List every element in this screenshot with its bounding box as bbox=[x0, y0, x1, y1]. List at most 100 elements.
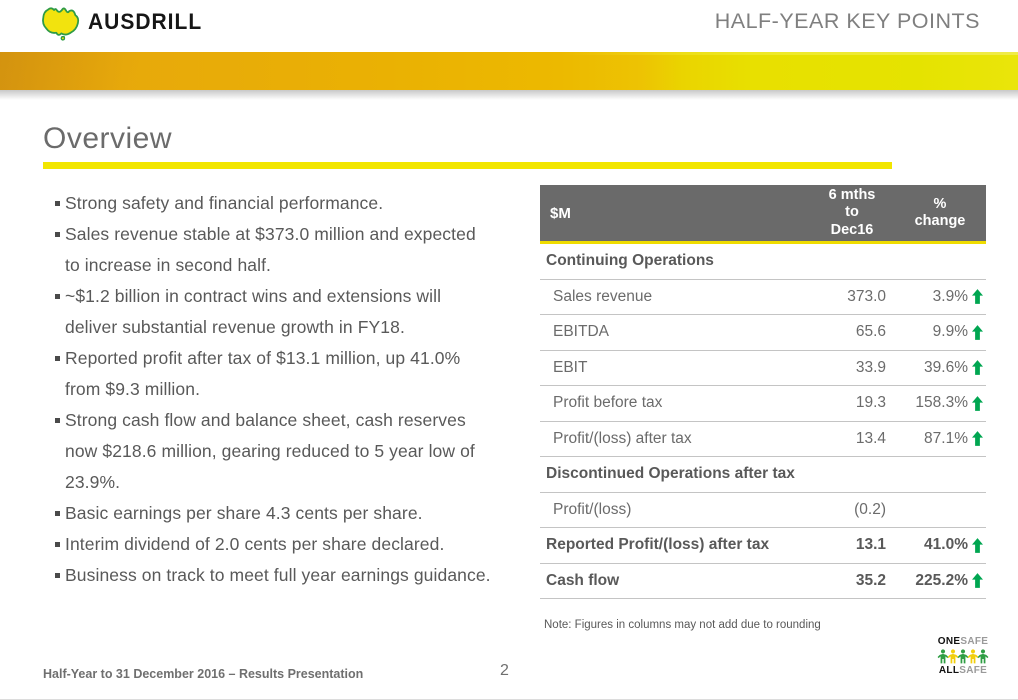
bullet-item: Strong cash flow and balance sheet, cash… bbox=[43, 405, 495, 498]
financial-table: $M 6 mths to Dec16 % change Continuing O… bbox=[540, 185, 986, 631]
bullet-item: Strong safety and financial performance. bbox=[43, 188, 495, 219]
table-row: Reported Profit/(loss) after tax 13.1 41… bbox=[540, 528, 986, 564]
row-change-cell: 9.9% bbox=[894, 323, 986, 341]
allsafe-text: ALLSAFE bbox=[938, 665, 988, 676]
row-change-cell: 158.3% bbox=[894, 394, 986, 412]
bullet-text: Sales revenue stable at $373.0 million a… bbox=[65, 224, 476, 275]
table-row: EBITDA 65.6 9.9% bbox=[540, 315, 986, 351]
person-icon bbox=[957, 649, 969, 664]
row-value: 19.3 bbox=[855, 394, 886, 412]
row-label: EBIT bbox=[553, 358, 588, 376]
footer-presentation-title: Half-Year to 31 December 2016 – Results … bbox=[43, 667, 364, 681]
bullet-text: ~$1.2 billion in contract wins and exten… bbox=[65, 286, 442, 337]
bullet-item: Reported profit after tax of $13.1 milli… bbox=[43, 343, 495, 405]
row-change: 9.9% bbox=[932, 323, 968, 341]
page-title: Overview bbox=[43, 122, 173, 155]
table-row: EBIT 33.9 39.6% bbox=[540, 351, 986, 386]
row-value: 13.4 bbox=[855, 429, 886, 447]
row-value: 13.1 bbox=[855, 536, 886, 554]
row-label: Profit before tax bbox=[553, 394, 663, 412]
row-change-cell: 3.9% bbox=[894, 288, 986, 306]
up-arrow-icon bbox=[972, 360, 983, 376]
onesafe-text: ONESAFE bbox=[937, 636, 989, 647]
row-change: 225.2% bbox=[915, 571, 968, 589]
bullet-square-icon bbox=[43, 188, 65, 219]
bullet-square-icon bbox=[43, 281, 65, 343]
row-label: EBITDA bbox=[553, 323, 609, 341]
bullet-item: Interim dividend of 2.0 cents per share … bbox=[43, 529, 495, 560]
row-change-cell: 41.0% bbox=[894, 536, 986, 554]
bullet-text: Interim dividend of 2.0 cents per share … bbox=[65, 534, 445, 554]
bullet-square-icon bbox=[43, 405, 65, 498]
row-change-cell: 87.1% bbox=[894, 430, 986, 448]
table-row: Sales revenue 373.0 3.9% bbox=[540, 280, 986, 315]
row-label: Sales revenue bbox=[553, 287, 653, 305]
page-number: 2 bbox=[500, 662, 509, 679]
person-icon bbox=[947, 649, 959, 664]
table-row: Profit before tax 19.3 158.3% bbox=[540, 386, 986, 422]
row-change-cell: 225.2% bbox=[894, 572, 986, 590]
table-header-row: $M 6 mths to Dec16 % change bbox=[540, 185, 986, 244]
bullet-square-icon bbox=[43, 560, 65, 591]
row-change: 158.3% bbox=[915, 394, 968, 412]
table-body: Continuing Operations Sales revenue 373.… bbox=[540, 244, 986, 599]
table-header-units: $M bbox=[550, 204, 571, 222]
table-row: Profit/(loss) after tax 13.4 87.1% bbox=[540, 422, 986, 457]
brand-wordmark: AUSDRILL bbox=[88, 10, 203, 35]
table-header-change: % change bbox=[914, 195, 966, 229]
bullet-text: Business on track to meet full year earn… bbox=[65, 565, 491, 585]
bullet-text: Strong cash flow and balance sheet, cash… bbox=[65, 410, 475, 492]
row-value: 35.2 bbox=[855, 571, 886, 589]
up-arrow-icon bbox=[972, 573, 983, 589]
up-arrow-icon bbox=[972, 431, 983, 447]
row-label: Profit/(loss) after tax bbox=[553, 429, 692, 447]
row-value: 373.0 bbox=[847, 287, 886, 305]
bullet-square-icon bbox=[43, 219, 65, 281]
person-icon bbox=[977, 649, 989, 664]
row-change: 87.1% bbox=[924, 429, 968, 447]
row-label: Profit/(loss) bbox=[553, 500, 632, 518]
row-value: 33.9 bbox=[855, 358, 886, 376]
bullet-text: Strong safety and financial performance. bbox=[65, 193, 384, 213]
table-section-row: Discontinued Operations after tax bbox=[540, 457, 986, 493]
person-icon bbox=[967, 649, 979, 664]
table-header-period: 6 mths to Dec16 bbox=[828, 186, 876, 238]
row-value: (0.2) bbox=[854, 500, 886, 518]
row-change: 3.9% bbox=[932, 287, 968, 305]
slide-heading: HALF-YEAR KEY POINTS bbox=[714, 9, 980, 33]
bullet-item: Business on track to meet full year earn… bbox=[43, 560, 495, 591]
onesafe-allsafe-logo: ONESAFE ALLSAFE bbox=[932, 637, 994, 676]
gold-accent-bar bbox=[0, 52, 1018, 90]
row-label: Cash flow bbox=[546, 571, 620, 589]
bullet-text: Basic earnings per share 4.3 cents per s… bbox=[65, 503, 423, 523]
bullet-square-icon bbox=[43, 529, 65, 560]
australia-map-icon bbox=[42, 7, 80, 41]
bullet-square-icon bbox=[43, 343, 65, 405]
bullet-item: ~$1.2 billion in contract wins and exten… bbox=[43, 281, 495, 343]
bullet-item: Basic earnings per share 4.3 cents per s… bbox=[43, 498, 495, 529]
row-change: 41.0% bbox=[924, 536, 968, 554]
row-label: Reported Profit/(loss) after tax bbox=[546, 536, 770, 554]
up-arrow-icon bbox=[972, 395, 983, 411]
table-section-row: Continuing Operations bbox=[540, 244, 986, 280]
row-value: 65.6 bbox=[855, 323, 886, 341]
bullet-item: Sales revenue stable at $373.0 million a… bbox=[43, 219, 495, 281]
row-change-cell: 39.6% bbox=[894, 359, 986, 377]
up-arrow-icon bbox=[972, 289, 983, 305]
bullet-list: Strong safety and financial performance.… bbox=[43, 188, 495, 591]
people-icons bbox=[932, 649, 994, 664]
section-label: Discontinued Operations after tax bbox=[546, 465, 795, 483]
row-change: 39.6% bbox=[924, 358, 968, 376]
table-note: Note: Figures in columns may not add due… bbox=[544, 619, 821, 631]
up-arrow-icon bbox=[972, 324, 983, 340]
bullet-square-icon bbox=[43, 498, 65, 529]
table-row: Cash flow 35.2 225.2% bbox=[540, 564, 986, 599]
gold-bar-shadow bbox=[0, 90, 1018, 100]
section-label: Continuing Operations bbox=[546, 252, 714, 270]
person-icon bbox=[937, 649, 949, 664]
bullet-text: Reported profit after tax of $13.1 milli… bbox=[65, 348, 461, 399]
title-underline-accent bbox=[43, 162, 892, 169]
up-arrow-icon bbox=[972, 537, 983, 553]
table-row: Profit/(loss) (0.2) bbox=[540, 493, 986, 528]
